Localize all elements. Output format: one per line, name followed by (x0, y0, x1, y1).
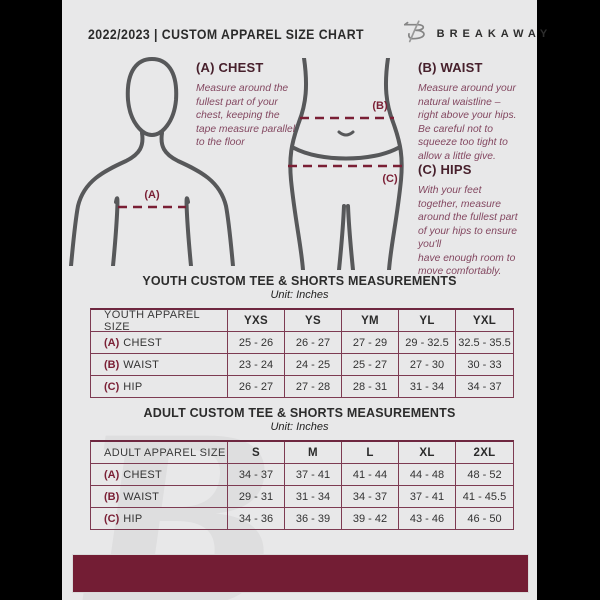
adult-waist-value: 29 - 31 (228, 486, 285, 508)
youth-size-col: YS (285, 310, 342, 332)
youth-hip-value: 28 - 31 (342, 376, 399, 397)
youth-waist-value: 30 - 33 (456, 354, 513, 376)
hips-heading: (C) HIPS (418, 162, 472, 177)
adult-hip-row-label: (C) HIP (91, 508, 228, 529)
youth-size-col: YXS (228, 310, 285, 332)
adult-size-col: M (285, 442, 342, 464)
right-inner-leg (346, 204, 355, 272)
youth-hip-value: 26 - 27 (228, 376, 285, 397)
adult-table-title: ADULT CUSTOM TEE & SHORTS MEASUREMENTS (143, 406, 456, 420)
adult-chest-value: 44 - 48 (399, 464, 456, 486)
chest-instructions: (A) CHEST Measure around the fullest par… (196, 60, 314, 150)
left-shoulder-arm (69, 131, 145, 268)
page-title: 2022/2023 | CUSTOM APPAREL SIZE CHART (88, 25, 365, 42)
youth-chest-value: 26 - 27 (285, 332, 342, 354)
left-inner-leg (337, 204, 346, 272)
youth-hip-value: 31 - 34 (399, 376, 456, 397)
lower-body-diagram: (B) (C) (282, 56, 410, 275)
adult-waist-value: 41 - 45.5 (456, 486, 513, 508)
youth-size-col: YL (399, 310, 456, 332)
youth-hip-value: 27 - 28 (285, 376, 342, 397)
youth-hip-value: 34 - 37 (467, 380, 502, 393)
youth-waist-value: 24 - 25 (285, 354, 342, 376)
adult-size-col: L (342, 442, 399, 464)
footer-accent-bar (73, 555, 528, 592)
breakaway-b-logo-icon (402, 18, 430, 49)
adult-table-unit: Unit: Inches (270, 421, 329, 433)
waist-instructions: (B) WAIST Measure around your natural wa… (418, 60, 536, 163)
adult-waist-row-label: (B) WAIST (91, 486, 228, 508)
upper-body-diagram: (A) (66, 54, 238, 271)
chest-body-text: Measure around the fullest part of your … (196, 83, 296, 149)
header: 2022/2023 | CUSTOM APPAREL SIZE CHART BR… (88, 18, 547, 49)
youth-hip-row-label: (C) HIP (91, 376, 228, 397)
left-inner-arm (111, 196, 120, 268)
chest-line-label: (A) (144, 189, 160, 201)
youth-waist-value: 25 - 27 (342, 354, 399, 376)
brand-name: BREAKAWAY (436, 27, 553, 40)
brand-lockup: BREAKAWAY (402, 18, 553, 49)
adult-chest-value: 41 - 44 (342, 464, 399, 486)
youth-table-unit: Unit: Inches (270, 289, 329, 301)
youth-size-col: YXL (456, 310, 513, 332)
right-hip-leg-outline (383, 56, 404, 272)
adult-size-col: XL (399, 442, 456, 464)
hips-body-text: With your feet together, measure around … (418, 185, 518, 278)
adult-size-col: 2XL (456, 442, 513, 464)
adult-chest-row-label: (A) CHEST (91, 464, 228, 486)
youth-chest-value: 29 - 32.5 (399, 332, 456, 354)
hips-instructions: (C) HIPS With your feet together, measur… (418, 162, 536, 279)
waist-heading: (B) WAIST (418, 60, 483, 75)
adult-label-header: ADULT APPAREL SIZE (91, 442, 228, 464)
adult-waist-value: 34 - 37 (342, 486, 399, 508)
adult-waist-value: 37 - 41 (399, 486, 456, 508)
left-hip-leg-outline (288, 56, 309, 272)
adult-hip-value: 46 - 50 (467, 512, 502, 525)
youth-waist-value: 27 - 30 (399, 354, 456, 376)
waistband-curve (292, 146, 400, 161)
adult-chest-value: 34 - 37 (228, 464, 285, 486)
adult-hip-value: 43 - 46 (399, 508, 456, 529)
youth-waist-row-label: (B) WAIST (91, 354, 228, 376)
adult-chest-value: 48 - 52 (456, 464, 513, 486)
adult-size-col: S (228, 442, 285, 464)
waist-body-text: Measure around your natural waistline – … (418, 83, 517, 162)
adult-size-table: ADULT APPAREL SIZE S M L XL 2XL (A) CHEST… (90, 440, 514, 530)
right-inner-arm (184, 196, 193, 268)
youth-size-col: YM (342, 310, 399, 332)
chart-content-area: B 2022/2023 | CUSTOM APPAREL SIZE CHART … (62, 0, 547, 600)
adult-hip-value: 36 - 39 (285, 508, 342, 529)
youth-size-table: YOUTH APPAREL SIZE YXS YS YM YL YXL (A) C… (90, 308, 514, 398)
youth-label-header: YOUTH APPAREL SIZE (91, 309, 228, 333)
youth-chest-value: 27 - 29 (342, 332, 399, 354)
hips-line-label: (C) (382, 173, 398, 185)
adult-hip-value: 34 - 36 (228, 508, 285, 529)
navel-mark (337, 130, 355, 137)
youth-chest-value: 25 - 26 (228, 332, 285, 354)
waist-line-label: (B) (372, 100, 388, 112)
adult-chest-value: 37 - 41 (285, 464, 342, 486)
right-shoulder-arm (159, 131, 235, 268)
youth-chest-row-label: (A) CHEST (91, 332, 228, 354)
youth-table-title: YOUTH CUSTOM TEE & SHORTS MEASUREMENTS (142, 274, 457, 288)
youth-waist-value: 23 - 24 (228, 354, 285, 376)
adult-hip-value: 39 - 42 (342, 508, 399, 529)
head-outline (125, 56, 179, 138)
adult-waist-value: 31 - 34 (285, 486, 342, 508)
chest-heading: (A) CHEST (196, 60, 264, 75)
youth-chest-value: 32.5 - 35.5 (456, 332, 513, 354)
